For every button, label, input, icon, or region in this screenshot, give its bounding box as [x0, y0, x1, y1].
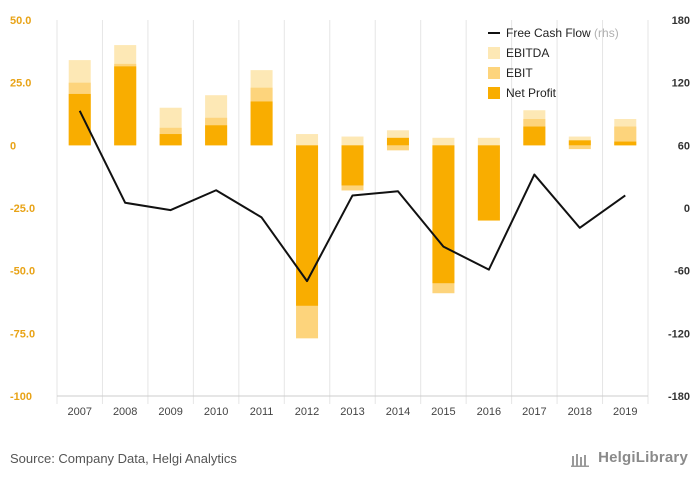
legend-label-ebit: EBIT	[506, 66, 533, 80]
y-right-tick-label: 60	[678, 140, 690, 152]
bar-net-profit	[614, 141, 637, 146]
y-left-tick-label: 50.0	[10, 15, 31, 27]
bar-net-profit	[114, 66, 137, 146]
bar-net-profit	[205, 125, 228, 146]
x-tick-label: 2015	[431, 406, 455, 418]
y-right-tick-label: 180	[672, 15, 690, 27]
x-tick-label: 2016	[477, 406, 501, 418]
bar-net-profit	[296, 145, 319, 306]
bar-net-profit	[477, 145, 500, 221]
legend-swatch-ebit	[488, 67, 500, 79]
legend: Free Cash Flow (rhs) EBITDA EBIT Net Profit	[488, 26, 619, 100]
x-tick-label: 2013	[340, 406, 364, 418]
y-left-tick-label: -100	[10, 391, 32, 403]
bar-ebit	[614, 126, 637, 146]
y-right-tick-label: -180	[668, 391, 690, 403]
bar-net-profit	[432, 145, 455, 284]
bar-ebit	[386, 145, 409, 151]
axes: 50.0 25.0 0 -25.0 -50.0 -75.0 -100 180 120 60 0 -60…	[10, 15, 690, 418]
x-tick-label: 2011	[250, 406, 274, 418]
x-tick-label: 2009	[158, 406, 182, 418]
library-icon	[571, 454, 589, 467]
y-left-tick-label: 0	[10, 140, 16, 152]
legend-label-net-profit: Net Profit	[506, 86, 557, 100]
x-tick-label: 2007	[67, 406, 91, 418]
legend-label-ebitda: EBITDA	[506, 46, 549, 60]
bar-net-profit	[250, 101, 273, 146]
x-tick-label: 2019	[613, 406, 637, 418]
bar-net-profit	[568, 140, 591, 146]
bar-net-profit	[386, 137, 409, 146]
legend-swatch-ebitda	[488, 47, 500, 59]
y-right-tick-label: -120	[668, 328, 690, 340]
y-left-tick-label: -75.0	[10, 328, 35, 340]
bar-ebitda	[432, 137, 455, 146]
legend-note-rhs: (rhs)	[594, 26, 619, 40]
y-right-tick-label: 0	[684, 203, 690, 215]
y-left-tick-label: -50.0	[10, 266, 35, 278]
y-right-tick-label: 120	[672, 78, 690, 90]
y-right-tick-label: -60	[674, 266, 690, 278]
brand-logo: HelgiLibrary	[598, 449, 688, 466]
source-note: Source: Company Data, Helgi Analytics	[10, 451, 237, 466]
fcf-line-group	[78, 110, 626, 283]
x-tick-label: 2008	[113, 406, 137, 418]
x-tick-label: 2012	[295, 406, 319, 418]
bar-ebit	[568, 145, 591, 150]
legend-label-fcf: Free Cash Flow (rhs)	[506, 26, 619, 40]
fcf-line	[78, 110, 626, 283]
bar-net-profit	[341, 145, 364, 186]
chart: 50.0 25.0 0 -25.0 -50.0 -75.0 -100 180 120 60 0 -60…	[10, 15, 690, 418]
bar-net-profit	[68, 93, 91, 146]
y-left-tick-label: 25.0	[10, 78, 31, 90]
x-tick-label: 2014	[386, 406, 410, 418]
bar-ebitda	[477, 137, 500, 146]
grid-lines	[56, 20, 649, 404]
bar-net-profit	[159, 134, 182, 146]
legend-swatch-net-profit	[488, 87, 500, 99]
x-tick-label: 2010	[204, 406, 228, 418]
x-tick-label: 2017	[522, 406, 546, 418]
bar-net-profit	[523, 126, 546, 146]
bar-ebitda	[296, 134, 319, 146]
y-left-tick-label: -25.0	[10, 203, 35, 215]
bar-ebitda	[341, 136, 364, 146]
x-tick-label: 2018	[568, 406, 592, 418]
